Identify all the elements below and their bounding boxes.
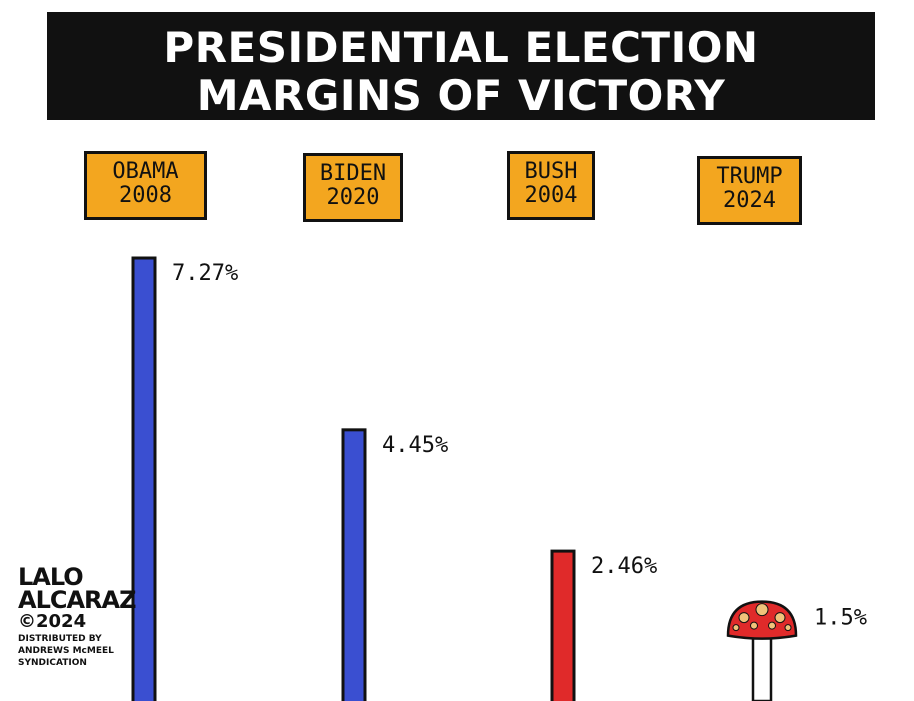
bar-0 [131, 256, 157, 701]
category-label-obama-name: OBAMA [112, 159, 179, 184]
category-label-obama-year: 2008 [119, 183, 172, 208]
category-label-trump-name: TRUMP [716, 164, 783, 189]
category-label-trump-year: 2024 [723, 188, 776, 213]
category-label-bush: BUSH 2004 [507, 151, 595, 220]
signature-name-last: ALCARAZ [18, 586, 137, 614]
value-label-3: 1.5% [814, 606, 867, 631]
mushroom-spot-3 [750, 621, 758, 630]
title-banner: PRESIDENTIAL ELECTION MARGINS OF VICTORY… [47, 12, 875, 154]
value-label-0: 7.27% [172, 261, 238, 286]
category-label-obama: OBAMA 2008 [84, 151, 207, 220]
signature-copyright: ©2024 [18, 611, 87, 632]
category-label-trump: TRUMP 2024 [697, 156, 802, 225]
value-label-1: 4.45% [382, 433, 448, 458]
signature-distributed-1: DISTRIBUTED BY [18, 634, 102, 644]
mushroom-spot-6 [784, 624, 792, 632]
signature-name-first: LALO [18, 563, 84, 591]
category-label-bush-year: 2004 [524, 183, 578, 208]
bar-1 [341, 428, 367, 701]
bar-2 [550, 549, 576, 701]
mushroom-spot-1 [755, 603, 769, 617]
chart-title: PRESIDENTIAL ELECTION MARGINS OF VICTORY [163, 23, 759, 120]
mushroom-cap [726, 600, 798, 640]
category-label-biden-year: 2020 [326, 185, 380, 210]
artist-signature: LALO ALCARAZ ©2024 DISTRIBUTED BY ANDREW… [18, 563, 137, 668]
category-label-biden-name: BIDEN [319, 161, 387, 186]
value-label-2: 2.46% [591, 554, 657, 579]
signature-distributed-3: SYNDICATION [18, 658, 87, 668]
category-label-biden: BIDEN 2020 [303, 153, 403, 222]
chart-subtitle: (IN OTHER WORDS, IS IT REALLY A MANDATE?… [124, 121, 797, 154]
bar-trump-mushroom [726, 600, 798, 701]
mushroom-spot-2 [774, 612, 786, 624]
signature-distributed-2: ANDREWS McMEEL [18, 646, 114, 656]
category-label-bush-name: BUSH [524, 159, 578, 184]
mushroom-spot-4 [768, 621, 776, 630]
mushroom-spot-5 [732, 624, 740, 632]
mushroom-spot-0 [738, 612, 750, 624]
